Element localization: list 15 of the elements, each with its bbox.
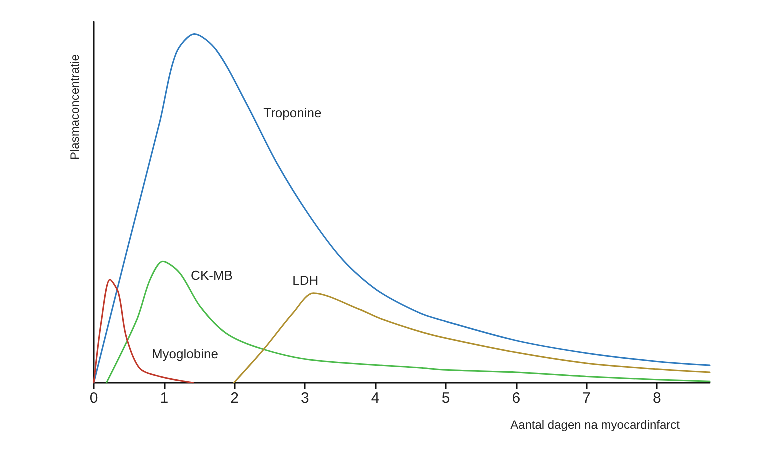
series-label: Troponine xyxy=(264,106,322,121)
series-label: CK-MB xyxy=(191,268,233,284)
x-tick-label: 7 xyxy=(582,390,591,407)
x-axis-title: Aantal dagen na myocardinfarct xyxy=(510,418,681,432)
x-tick-label: 4 xyxy=(371,390,380,407)
x-tick-label: 5 xyxy=(442,390,450,407)
series-label: LDH xyxy=(292,272,319,288)
series-label: Myoglobine xyxy=(152,346,218,362)
y-axis-title: Plasmaconcentratie xyxy=(68,54,82,160)
x-tick-label: 8 xyxy=(653,390,662,407)
x-tick-label: 3 xyxy=(301,390,310,407)
x-tick-label: 2 xyxy=(230,390,239,407)
x-tick-label: 0 xyxy=(90,390,98,407)
x-tick-label: 6 xyxy=(512,390,521,407)
x-tick-label: 1 xyxy=(160,390,169,407)
